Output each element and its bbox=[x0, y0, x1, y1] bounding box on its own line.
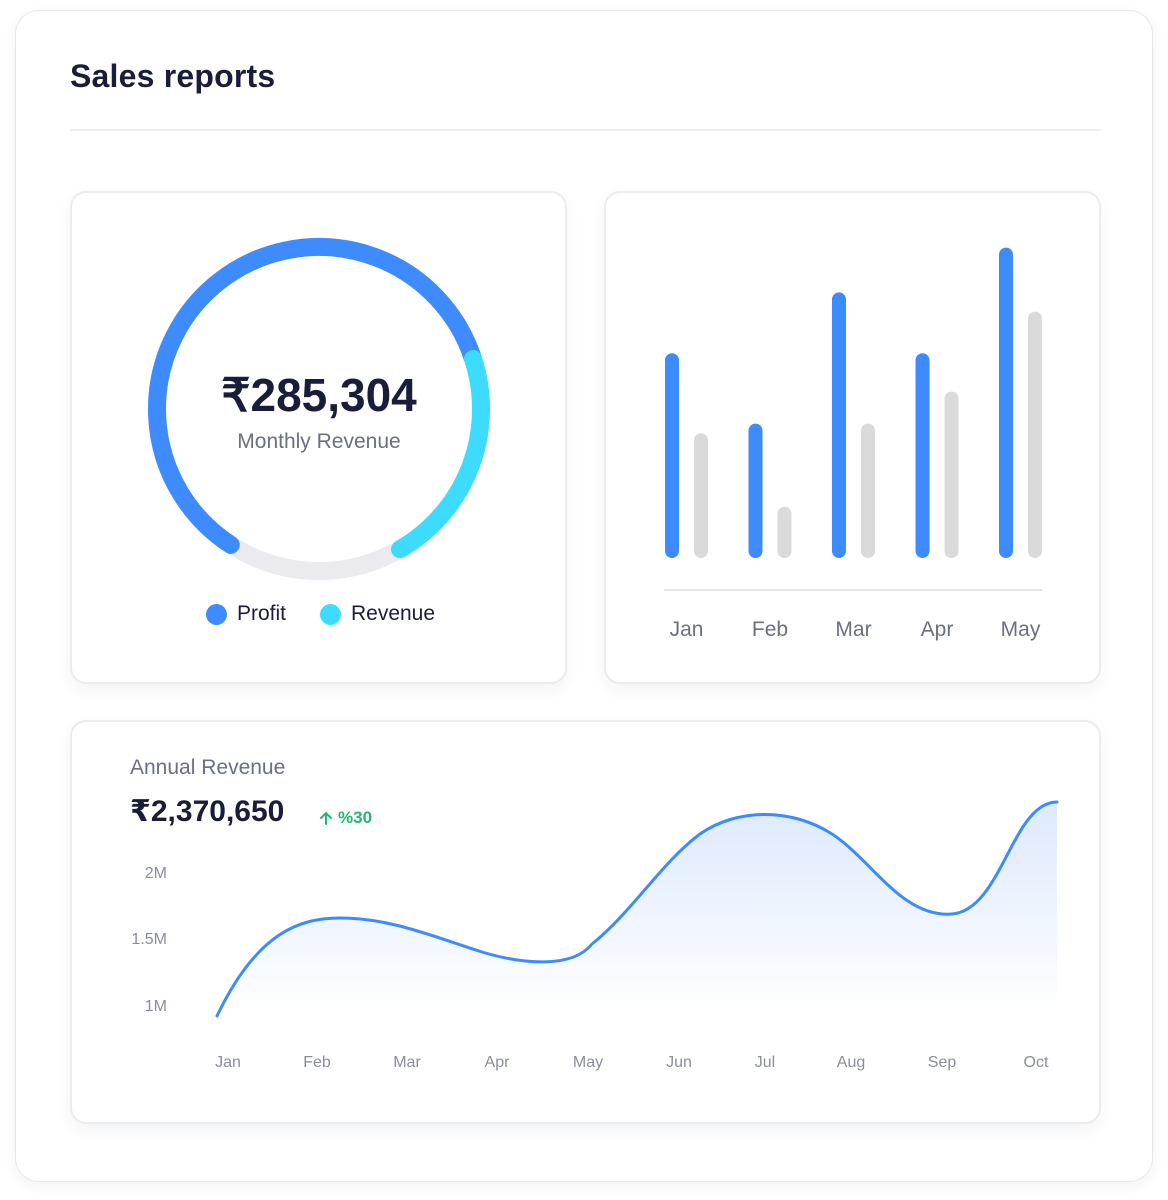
annual-revenue-line bbox=[215, 800, 1059, 1018]
line-x-tick-label: Jun bbox=[666, 1054, 692, 1071]
bar-jan-series-1 bbox=[665, 353, 679, 558]
line-x-tick-label: Oct bbox=[1024, 1054, 1049, 1071]
annual-revenue-label: Annual Revenue bbox=[130, 756, 286, 779]
bar-x-tick-label: Jan bbox=[670, 618, 704, 641]
bar-x-tick-label: Feb bbox=[752, 618, 788, 641]
title-divider bbox=[70, 129, 1101, 131]
donut-segment-profit bbox=[148, 238, 483, 554]
monthly-revenue-donut: ₹285,304 Monthly Revenue bbox=[148, 238, 490, 580]
monthly-revenue-card: ₹285,304 Monthly Revenue Profit Revenue bbox=[70, 191, 567, 684]
donut-legend: Profit Revenue bbox=[72, 602, 569, 626]
line-y-tick-label: 2M bbox=[145, 865, 167, 882]
line-y-tick-label: 1.5M bbox=[131, 931, 167, 948]
monthly-revenue-label: Monthly Revenue bbox=[237, 430, 400, 453]
bar-apr-series-2 bbox=[944, 391, 959, 558]
legend-item-profit: Profit bbox=[205, 602, 286, 626]
line-x-tick-label: May bbox=[573, 1054, 603, 1071]
legend-swatch-revenue bbox=[319, 603, 341, 625]
annual-revenue-chart: 1M 1.5M 2M Jan Feb Mar Apr May Jun Jul Aug Sep Oct bbox=[131, 800, 1059, 1071]
line-x-tick-label: Mar bbox=[393, 1054, 421, 1071]
bar-x-tick-label: Mar bbox=[835, 618, 871, 641]
bar-x-tick-label: Apr bbox=[921, 618, 954, 641]
bar-may-series-2 bbox=[1028, 311, 1042, 558]
bar-mar-series-2 bbox=[861, 423, 875, 558]
legend-label-revenue: Revenue bbox=[350, 602, 436, 625]
bar-may-series-1 bbox=[999, 247, 1013, 558]
arrow-up-icon bbox=[320, 812, 332, 825]
bar-apr-series-1 bbox=[915, 353, 930, 558]
line-x-tick-label: Sep bbox=[928, 1054, 957, 1071]
legend-item-revenue: Revenue bbox=[319, 602, 436, 626]
donut-segment-revenue bbox=[391, 349, 490, 559]
bar-jan-series-2 bbox=[694, 433, 708, 558]
line-x-tick-label: Feb bbox=[303, 1054, 331, 1071]
legend-label-profit: Profit bbox=[236, 602, 286, 625]
monthly-bar-chart: Jan Feb Mar Apr May bbox=[664, 247, 1042, 641]
legend-swatch-profit bbox=[205, 603, 227, 625]
bar-x-tick-label: May bbox=[1001, 618, 1041, 641]
growth-value: %30 bbox=[338, 808, 373, 827]
line-x-tick-label: Aug bbox=[837, 1054, 865, 1071]
bar-feb-series-2 bbox=[777, 506, 792, 558]
line-x-tick-label: Apr bbox=[485, 1054, 511, 1071]
annual-revenue-area bbox=[217, 802, 1057, 1016]
monthly-bar-chart-card: Jan Feb Mar Apr May bbox=[604, 191, 1101, 684]
line-y-tick-label: 1M bbox=[145, 998, 167, 1015]
bar-feb-series-1 bbox=[748, 423, 763, 558]
bar-mar-series-1 bbox=[832, 292, 846, 558]
line-x-tick-label: Jul bbox=[755, 1054, 775, 1071]
growth-badge: %30 bbox=[318, 808, 372, 828]
monthly-revenue-amount: ₹285,304 bbox=[221, 369, 417, 421]
page-title: Sales reports bbox=[70, 58, 276, 94]
annual-revenue-card: Annual Revenue ₹2,370,650 %30 1M 1.5M 2M Ja… bbox=[70, 720, 1101, 1124]
line-x-tick-label: Jan bbox=[215, 1054, 241, 1071]
annual-revenue-amount: ₹2,370,650 bbox=[130, 795, 285, 828]
